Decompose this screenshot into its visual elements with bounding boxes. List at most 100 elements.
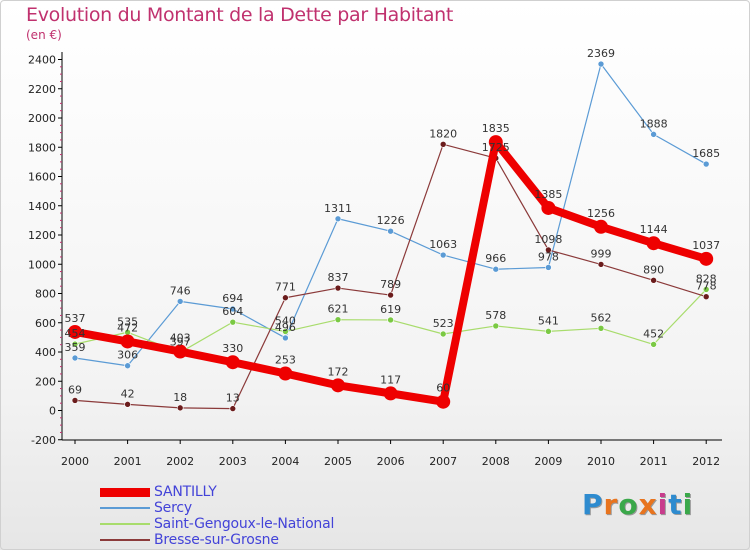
data-label-sercy: 966 xyxy=(485,252,506,265)
data-point-sercy xyxy=(71,354,79,362)
data-point-sercy xyxy=(282,334,289,342)
legend-label-saint-gengoux: Saint-Gengoux-le-National xyxy=(154,516,335,532)
data-label-sercy: 978 xyxy=(538,250,559,263)
data-point-santilly xyxy=(278,366,293,381)
x-tick-label: 2000 xyxy=(61,455,89,468)
x-tick-label: 2011 xyxy=(640,455,668,468)
y-tick-label: 400 xyxy=(35,346,56,359)
x-tick-label: 2004 xyxy=(271,455,299,468)
data-label-bresse-sur-grosne: 42 xyxy=(121,387,135,400)
data-point-saint-gengoux-le-national xyxy=(650,341,657,348)
data-point-saint-gengoux-le-national xyxy=(282,328,289,335)
data-point-saint-gengoux-le-national xyxy=(71,340,79,348)
data-point-bresse-sur-grosne xyxy=(282,294,289,302)
data-label-santilly: 60 xyxy=(436,382,450,395)
data-label-santilly: 472 xyxy=(117,321,138,334)
data-point-sercy xyxy=(650,131,657,138)
data-point-santilly xyxy=(120,334,135,349)
data-point-saint-gengoux-le-national xyxy=(439,330,447,338)
data-point-santilly xyxy=(699,251,714,266)
data-label-bresse-sur-grosne: 778 xyxy=(696,280,717,293)
series-layer xyxy=(68,60,714,412)
x-tick-label: 2006 xyxy=(377,455,405,468)
data-label-santilly: 537 xyxy=(65,312,86,325)
data-point-bresse-sur-grosne xyxy=(387,291,394,299)
data-label-bresse-sur-grosne: 999 xyxy=(591,247,612,260)
x-tick-label: 2008 xyxy=(482,455,510,468)
data-point-bresse-sur-grosne xyxy=(176,404,184,412)
data-point-bresse-sur-grosne xyxy=(545,246,552,254)
series-line-bresse-sur-grosne xyxy=(74,143,707,410)
data-point-bresse-sur-grosne xyxy=(229,405,237,412)
legend-item-sercy: Sercy xyxy=(100,500,334,516)
data-label-sercy: 496 xyxy=(275,321,296,334)
legend: SANTILLY Sercy Saint-Gengoux-le-National… xyxy=(100,484,334,548)
data-label-saint-gengoux-le-national: 562 xyxy=(591,311,612,324)
y-tick-label: 1000 xyxy=(28,258,56,271)
data-label-saint-gengoux-le-national: 619 xyxy=(380,303,401,316)
data-label-saint-gengoux-le-national: 828 xyxy=(696,272,717,285)
data-point-sercy xyxy=(334,215,342,223)
data-point-sercy xyxy=(545,264,552,271)
y-tick-label: 200 xyxy=(35,375,56,388)
legend-label-santilly: SANTILLY xyxy=(154,484,217,500)
data-point-sercy xyxy=(124,362,131,370)
data-point-bresse-sur-grosne xyxy=(702,293,710,301)
x-tick-label: 2007 xyxy=(429,455,457,468)
series-santilly xyxy=(68,135,714,409)
data-label-santilly: 1385 xyxy=(534,188,562,201)
legend-swatch-santilly xyxy=(100,487,150,497)
data-label-bresse-sur-grosne: 1098 xyxy=(534,233,562,246)
data-label-sercy: 1685 xyxy=(692,147,720,160)
data-label-santilly: 1256 xyxy=(587,207,615,220)
data-label-bresse-sur-grosne: 69 xyxy=(68,383,82,396)
logo-letter: r xyxy=(603,488,619,521)
data-point-bresse-sur-grosne xyxy=(334,284,342,292)
y-tick-label: 800 xyxy=(35,288,56,301)
data-label-saint-gengoux-le-national: 454 xyxy=(65,327,86,340)
y-tick-label: 1400 xyxy=(28,200,56,213)
y-tick-label: 0 xyxy=(49,405,56,418)
legend-item-bresse: Bresse-sur-Grosne xyxy=(100,532,334,548)
data-point-santilly xyxy=(436,394,451,409)
y-tick-label: 2000 xyxy=(28,112,56,125)
data-point-santilly xyxy=(225,355,240,370)
legend-item-saint-gengoux: Saint-Gengoux-le-National xyxy=(100,516,334,532)
data-label-sercy: 1063 xyxy=(429,238,457,251)
data-point-sercy xyxy=(229,305,237,313)
data-label-santilly: 1144 xyxy=(640,223,668,236)
logo-letter: o xyxy=(618,488,639,521)
data-label-bresse-sur-grosne: 13 xyxy=(226,392,240,405)
legend-label-bresse: Bresse-sur-Grosne xyxy=(154,532,279,548)
series-line-santilly xyxy=(71,138,711,406)
data-point-saint-gengoux-le-national xyxy=(334,316,342,323)
x-tick-label: 2010 xyxy=(587,455,615,468)
logo-letter: P xyxy=(582,488,604,521)
data-point-santilly xyxy=(331,378,345,393)
data-label-santilly: 403 xyxy=(170,332,191,345)
data-point-saint-gengoux-le-national xyxy=(545,328,552,335)
y-tick-label: 1800 xyxy=(28,141,56,154)
data-point-saint-gengoux-le-national xyxy=(597,325,605,332)
x-tick-label: 2009 xyxy=(534,455,562,468)
data-label-sercy: 2369 xyxy=(587,47,615,60)
data-label-santilly: 172 xyxy=(328,365,349,378)
y-tick-label: 2200 xyxy=(28,83,56,96)
series-sercy xyxy=(71,60,710,370)
data-label-bresse-sur-grosne: 789 xyxy=(380,278,401,291)
data-label-sercy: 694 xyxy=(222,292,243,305)
logo-letter: i xyxy=(657,488,669,521)
legend-swatch-bresse xyxy=(100,539,150,541)
data-point-sercy xyxy=(439,251,447,259)
logo-letter: x xyxy=(638,488,658,521)
data-label-saint-gengoux-le-national: 541 xyxy=(538,314,559,327)
data-label-santilly: 1037 xyxy=(692,239,720,252)
data-point-santilly xyxy=(488,135,503,150)
data-label-bresse-sur-grosne: 837 xyxy=(328,271,349,284)
proxiti-logo: Proxiti xyxy=(582,488,693,521)
data-label-sercy: 746 xyxy=(170,284,191,297)
logo-letter: i xyxy=(682,488,694,521)
legend-item-santilly: SANTILLY xyxy=(100,484,334,500)
logo-letter: t xyxy=(668,488,683,521)
